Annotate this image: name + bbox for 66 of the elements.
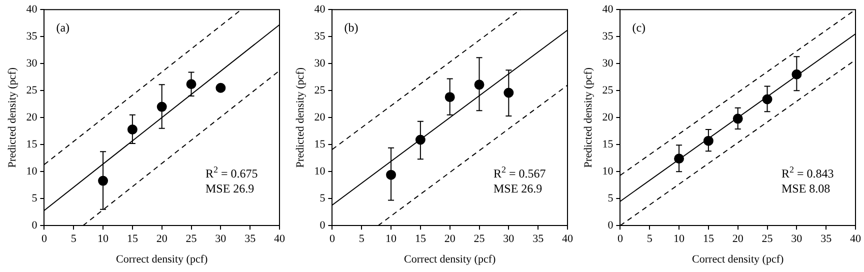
x-tick-label: 0	[41, 233, 48, 246]
x-tick-label: 40	[850, 233, 862, 246]
x-tick-label: 15	[414, 233, 426, 246]
x-tick-label: 35	[244, 233, 256, 246]
y-tick-label: 25	[314, 84, 326, 96]
y-tick-label: 0	[320, 219, 326, 232]
x-axis-title: Correct density (pcf)	[116, 253, 208, 266]
x-tick-label: 0	[617, 233, 624, 246]
x-tick-label: 20	[156, 233, 168, 246]
x-tick-label: 40	[562, 233, 574, 246]
y-tick-label: 30	[26, 57, 38, 70]
annotation: MSE 26.9	[206, 182, 254, 196]
annotation: (c)	[632, 20, 646, 35]
x-tick-label: 30	[503, 233, 515, 246]
y-tick-label: 35	[602, 30, 614, 42]
x-tick-label: 35	[532, 233, 544, 246]
y-tick-label: 15	[602, 138, 614, 150]
x-tick-label: 40	[274, 233, 286, 246]
y-axis-title: Predicted density (pcf)	[6, 67, 18, 168]
y-tick-label: 0	[32, 219, 38, 232]
x-tick-label: 5	[358, 233, 365, 246]
y-tick-label: 20	[26, 111, 38, 124]
x-axis-title: Correct density (pcf)	[692, 253, 784, 266]
y-tick-label: 40	[314, 3, 326, 16]
y-tick-label: 10	[314, 165, 326, 178]
y-tick-label: 5	[320, 192, 326, 204]
annotation: MSE 8.08	[782, 182, 830, 196]
x-tick-label: 10	[98, 233, 110, 246]
y-tick-label: 0	[608, 219, 614, 232]
y-tick-label: 35	[26, 30, 38, 42]
x-tick-label: 10	[386, 233, 398, 246]
x-tick-label: 25	[474, 233, 486, 246]
y-axis-title: Predicted density (pcf)	[294, 67, 306, 168]
x-tick-label: 25	[186, 233, 198, 246]
x-tick-label: 5	[70, 233, 77, 246]
y-tick-label: 40	[602, 3, 614, 16]
y-tick-label: 5	[608, 192, 614, 204]
x-tick-label: 5	[646, 233, 653, 246]
x-tick-label: 0	[329, 233, 336, 246]
annotation: (b)	[344, 20, 358, 35]
x-tick-label: 15	[702, 233, 714, 246]
y-axis-title: Predicted density (pcf)	[582, 67, 594, 168]
y-tick-label: 40	[26, 3, 38, 16]
x-tick-label: 30	[791, 233, 803, 246]
y-tick-label: 25	[26, 84, 38, 96]
x-tick-label: 15	[126, 233, 138, 246]
y-tick-label: 20	[602, 111, 614, 124]
x-tick-label: 10	[674, 233, 686, 246]
y-tick-label: 10	[26, 165, 38, 178]
y-tick-label: 30	[602, 57, 614, 70]
y-tick-label: 10	[602, 165, 614, 178]
y-tick-label: 20	[314, 111, 326, 124]
y-tick-label: 15	[26, 138, 38, 150]
x-tick-label: 30	[215, 233, 227, 246]
annotation: MSE 26.9	[494, 182, 542, 196]
y-tick-label: 35	[314, 30, 326, 42]
x-tick-label: 20	[444, 233, 456, 246]
y-tick-label: 30	[314, 57, 326, 70]
x-tick-label: 20	[732, 233, 744, 246]
x-tick-label: 35	[820, 233, 832, 246]
x-tick-label: 25	[762, 233, 774, 246]
x-axis-title: Correct density (pcf)	[404, 253, 496, 266]
y-tick-label: 25	[602, 84, 614, 96]
y-tick-label: 5	[32, 192, 38, 204]
y-tick-label: 15	[314, 138, 326, 150]
annotation: (a)	[56, 20, 70, 35]
